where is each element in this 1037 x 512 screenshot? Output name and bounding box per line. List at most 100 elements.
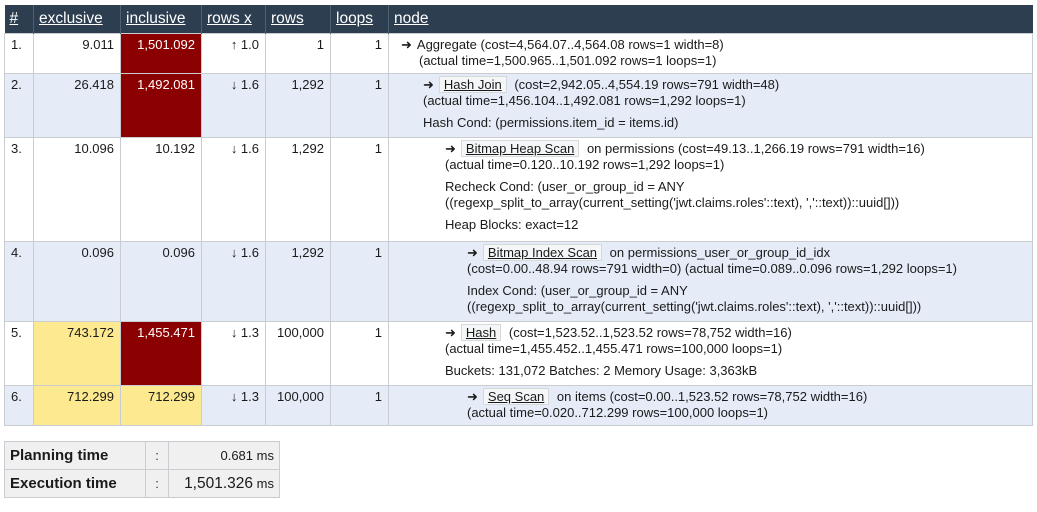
plan-node: ➜ Bitmap Heap Scan on permissions (cost=4… <box>388 137 1033 242</box>
node-actual: (actual time=0.020..712.299 rows=100,000… <box>467 405 769 420</box>
row-index: 6. <box>4 385 34 426</box>
planning-time-separator: : <box>145 441 169 470</box>
node-extra-line: Buckets: 131,072 Batches: 2 Memory Usage… <box>445 363 758 378</box>
node-cost: (cost=4,564.07..4,564.08 rows=1 width=8) <box>480 37 724 52</box>
col-header-node[interactable]: node <box>388 5 1033 34</box>
table-row: 5. 743.172 1,455.471 ↓ 1.3 100,000 1 ➜ Ha… <box>4 321 1033 386</box>
planning-time-label: Planning time <box>4 441 146 470</box>
arrow-right-icon: ➜ <box>445 325 456 340</box>
rows-estimate-factor: ↓ 1.6 <box>201 137 266 242</box>
plan-node: ➜ Bitmap Index Scan on permissions_user_o… <box>388 241 1033 322</box>
execution-time-row: Execution time : 1,501.326 ms <box>4 469 280 498</box>
rows-estimate-factor: ↓ 1.3 <box>201 385 266 426</box>
table-header-row: # exclusive inclusive rows x rows loops … <box>4 5 1033 34</box>
arrow-right-icon: ➜ <box>467 389 478 404</box>
rows-estimate-factor: ↓ 1.6 <box>201 241 266 322</box>
table-row: 2. 26.418 1,492.081 ↓ 1.6 1,292 1 ➜ Hash … <box>4 73 1033 138</box>
planning-time-row: Planning time : 0.681 ms <box>4 441 280 470</box>
plan-node: ➜ Aggregate (cost=4,564.07..4,564.08 rows… <box>388 33 1033 74</box>
arrow-right-icon: ➜ <box>423 77 434 92</box>
col-header-inclusive[interactable]: inclusive <box>120 5 202 34</box>
node-extra: Index Cond: (user_or_group_id = ANY ((re… <box>467 283 1026 315</box>
node-cost: (cost=1,523.52..1,523.52 rows=78,752 wid… <box>508 325 792 340</box>
execution-time-label: Execution time <box>4 469 146 498</box>
inclusive-time: 0.096 <box>120 241 202 322</box>
node-extra: Buckets: 131,072 Batches: 2 Memory Usage… <box>445 363 1026 379</box>
table-row: 6. 712.299 712.299 ↓ 1.3 100,000 1 ➜ Seq … <box>4 385 1033 426</box>
loops-count: 1 <box>330 385 389 426</box>
row-index: 5. <box>4 321 34 386</box>
rows-count: 100,000 <box>265 385 331 426</box>
arrow-right-icon: ➜ <box>445 141 456 156</box>
rows-estimate-factor: ↓ 1.3 <box>201 321 266 386</box>
inclusive-time: 10.192 <box>120 137 202 242</box>
loops-count: 1 <box>330 321 389 386</box>
plan-node: ➜ Hash (cost=1,523.52..1,523.52 rows=78,7… <box>388 321 1033 386</box>
arrow-right-icon: ➜ <box>401 37 412 52</box>
col-header-exclusive[interactable]: exclusive <box>33 5 121 34</box>
node-operation-link[interactable]: Seq Scan <box>482 388 550 405</box>
loops-count: 1 <box>330 137 389 242</box>
row-index: 2. <box>4 73 34 138</box>
timing-summary: Planning time : 0.681 ms Execution time … <box>4 441 280 498</box>
row-index: 3. <box>4 137 34 242</box>
arrow-right-icon: ➜ <box>467 245 478 260</box>
row-index: 1. <box>4 33 34 74</box>
table-row: 3. 10.096 10.192 ↓ 1.6 1,292 1 ➜ Bitmap H… <box>4 137 1033 242</box>
inclusive-time: 1,501.092 <box>120 33 202 74</box>
rows-count: 100,000 <box>265 321 331 386</box>
exclusive-time: 743.172 <box>33 321 121 386</box>
node-extra-line: ((regexp_split_to_array(current_setting(… <box>445 195 900 210</box>
node-extra-line: Recheck Cond: (user_or_group_id = ANY <box>445 179 685 194</box>
planning-time-value: 0.681 ms <box>168 441 280 470</box>
node-actual: (cost=0.00..48.94 rows=791 width=0) (act… <box>467 261 957 276</box>
node-actual: (actual time=1,455.452..1,455.471 rows=1… <box>445 341 783 356</box>
node-cost: on items (cost=0.00..1,523.52 rows=78,75… <box>556 389 868 404</box>
col-header-rows[interactable]: rows <box>265 5 331 34</box>
loops-count: 1 <box>330 33 389 74</box>
node-extra-line: ((regexp_split_to_array(current_setting(… <box>467 299 922 314</box>
node-extra-line: Hash Cond: (permissions.item_id = items.… <box>423 115 679 130</box>
node-cost: on permissions_user_or_group_id_idx <box>609 245 831 260</box>
rows-estimate-factor: ↑ 1.0 <box>201 33 266 74</box>
rows-estimate-factor: ↓ 1.6 <box>201 73 266 138</box>
node-cost: on permissions (cost=49.13..1,266.19 row… <box>586 141 925 156</box>
execution-time-separator: : <box>145 469 169 498</box>
node-operation-link[interactable]: Bitmap Index Scan <box>482 244 603 261</box>
rows-count: 1,292 <box>265 241 331 322</box>
col-header-loops[interactable]: loops <box>330 5 389 34</box>
col-header-rows-x[interactable]: rows x <box>201 5 266 34</box>
node-extra: Hash Cond: (permissions.item_id = items.… <box>423 115 1026 131</box>
node-actual: (actual time=1,456.104..1,492.081 rows=1… <box>423 93 746 108</box>
plan-node: ➜ Seq Scan on items (cost=0.00..1,523.52 … <box>388 385 1033 426</box>
plan-node: ➜ Hash Join (cost=2,942.05..4,554.19 rows… <box>388 73 1033 138</box>
node-extra-line: Index Cond: (user_or_group_id = ANY <box>467 283 688 298</box>
node-actual: (actual time=0.120..10.192 rows=1,292 lo… <box>445 157 725 172</box>
node-operation: Aggregate <box>416 37 477 52</box>
exclusive-time: 10.096 <box>33 137 121 242</box>
execution-time-value: 1,501.326 ms <box>168 469 280 498</box>
node-cost: (cost=2,942.05..4,554.19 rows=791 width=… <box>514 77 780 92</box>
exclusive-time: 26.418 <box>33 73 121 138</box>
rows-count: 1,292 <box>265 73 331 138</box>
row-index: 4. <box>4 241 34 322</box>
node-extra-line: Heap Blocks: exact=12 <box>445 217 579 232</box>
inclusive-time: 1,455.471 <box>120 321 202 386</box>
inclusive-time: 1,492.081 <box>120 73 202 138</box>
node-operation-link[interactable]: Bitmap Heap Scan <box>460 140 580 157</box>
node-extra: Recheck Cond: (user_or_group_id = ANY ((… <box>445 179 1026 233</box>
node-operation-link[interactable]: Hash <box>460 324 502 341</box>
inclusive-time: 712.299 <box>120 385 202 426</box>
rows-count: 1,292 <box>265 137 331 242</box>
node-operation-link[interactable]: Hash Join <box>438 76 507 93</box>
loops-count: 1 <box>330 73 389 138</box>
exclusive-time: 0.096 <box>33 241 121 322</box>
node-actual: (actual time=1,500.965..1,501.092 rows=1… <box>419 53 717 68</box>
col-header-index[interactable]: # <box>4 5 34 34</box>
loops-count: 1 <box>330 241 389 322</box>
exclusive-time: 9.011 <box>33 33 121 74</box>
exclusive-time: 712.299 <box>33 385 121 426</box>
rows-count: 1 <box>265 33 331 74</box>
table-row: 4. 0.096 0.096 ↓ 1.6 1,292 1 ➜ Bitmap Ind… <box>4 241 1033 322</box>
explain-plan-table: # exclusive inclusive rows x rows loops … <box>4 5 1033 426</box>
